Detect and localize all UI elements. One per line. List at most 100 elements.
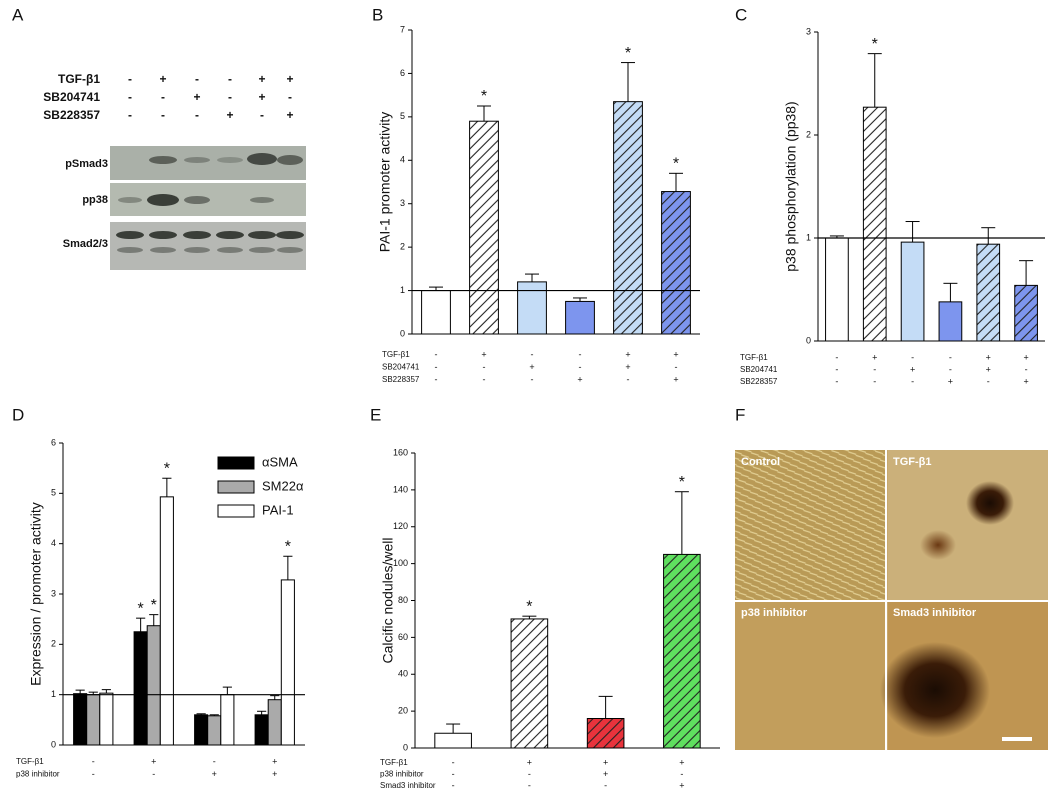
condition-sign: + — [948, 376, 953, 386]
condition-sign: + — [1023, 352, 1028, 362]
error-bar — [136, 617, 146, 632]
error-bar — [598, 695, 613, 719]
condition-sign: - — [627, 374, 630, 384]
error-bar — [621, 62, 635, 102]
y-tick-label: 2 — [51, 639, 56, 649]
blot-sign: - — [161, 90, 165, 104]
bar — [565, 300, 595, 335]
condition-sign: + — [673, 374, 678, 384]
blot-image — [110, 146, 306, 270]
bar — [825, 237, 849, 342]
y-tick-label: 7 — [400, 24, 405, 34]
condition-sign: - — [835, 352, 838, 362]
micrograph-label: p38 inhibitor — [741, 607, 808, 619]
legend-label: PAI-1 — [262, 502, 294, 517]
error-bar — [257, 710, 267, 715]
condition-sign: - — [435, 374, 438, 384]
condition-label: Smad3 inhibitor — [380, 781, 436, 790]
significance-marker: * — [625, 45, 631, 62]
bar — [661, 191, 691, 335]
error-bar — [943, 282, 958, 302]
legend-swatch — [217, 480, 255, 494]
bar — [267, 699, 282, 746]
y-tick-label: 60 — [398, 632, 408, 642]
condition-sign: - — [92, 756, 95, 766]
micrograph-image — [735, 450, 1048, 750]
error-bar — [270, 695, 280, 700]
bar — [517, 281, 547, 335]
condition-sign: + — [481, 349, 486, 359]
bar — [73, 693, 88, 746]
bar — [254, 714, 269, 746]
condition-sign: - — [604, 780, 607, 790]
condition-sign: + — [910, 364, 915, 374]
bar — [133, 631, 148, 746]
condition-sign: - — [452, 780, 455, 790]
blot-condition-label: TGF-β1 — [58, 72, 100, 86]
blot-sign: - — [128, 108, 132, 122]
condition-sign: - — [675, 362, 678, 372]
condition-sign: + — [272, 769, 277, 779]
panel-label: A — [12, 5, 24, 24]
condition-sign: - — [528, 780, 531, 790]
error-bar — [525, 273, 539, 282]
significance-marker: * — [872, 36, 878, 53]
y-tick-label: 0 — [403, 742, 408, 752]
blot-band-label: Smad2/3 — [63, 238, 108, 250]
error-bar — [283, 555, 293, 580]
significance-marker: * — [164, 460, 170, 477]
condition-sign: + — [625, 362, 630, 372]
bar — [99, 692, 114, 746]
y-tick-label: 1 — [806, 232, 811, 242]
condition-sign: - — [92, 769, 95, 779]
error-bar — [522, 615, 537, 619]
y-tick-label: 5 — [51, 488, 56, 498]
y-tick-label: 3 — [806, 26, 811, 36]
blot-sign: - — [128, 72, 132, 86]
error-bar — [669, 172, 683, 192]
error-bar — [674, 491, 689, 555]
panel-label: E — [370, 405, 381, 424]
blot-sign: + — [258, 90, 265, 104]
bar — [663, 553, 701, 749]
condition-sign: + — [986, 352, 991, 362]
y-tick-label: 160 — [393, 447, 408, 457]
blot-sign: + — [159, 72, 166, 86]
condition-label: p38 inhibitor — [16, 770, 60, 779]
legend-swatch — [217, 504, 255, 518]
y-tick-label: 2 — [400, 242, 405, 252]
condition-sign: - — [579, 349, 582, 359]
bar — [976, 243, 1001, 342]
bar — [938, 301, 963, 342]
condition-sign: + — [673, 349, 678, 359]
condition-sign: - — [949, 352, 952, 362]
condition-label: TGF-β1 — [382, 350, 410, 359]
legend-swatch — [217, 456, 255, 470]
condition-sign: + — [679, 757, 684, 767]
error-bar — [905, 221, 920, 243]
condition-sign: - — [531, 349, 534, 359]
significance-marker: * — [481, 88, 487, 105]
y-tick-label: 6 — [400, 68, 405, 78]
error-bar — [101, 689, 111, 694]
blot-sign: - — [128, 90, 132, 104]
bar — [510, 618, 549, 749]
blot-band-label: pp38 — [82, 194, 108, 206]
y-axis-label: Calcific nodules/well — [380, 537, 396, 663]
error-bar — [149, 614, 159, 626]
blot-sign: + — [226, 108, 233, 122]
condition-sign: + — [625, 349, 630, 359]
bar — [586, 718, 625, 749]
condition-sign: - — [528, 769, 531, 779]
condition-sign: + — [272, 756, 277, 766]
error-bar — [1019, 260, 1034, 286]
blot-sign: - — [228, 72, 232, 86]
legend-label: αSMA — [262, 454, 298, 469]
condition-sign: - — [483, 374, 486, 384]
condition-sign: + — [212, 769, 217, 779]
bar — [900, 241, 925, 342]
y-tick-label: 40 — [398, 669, 408, 679]
y-tick-label: 2 — [806, 129, 811, 139]
condition-label: SB204741 — [740, 365, 778, 374]
